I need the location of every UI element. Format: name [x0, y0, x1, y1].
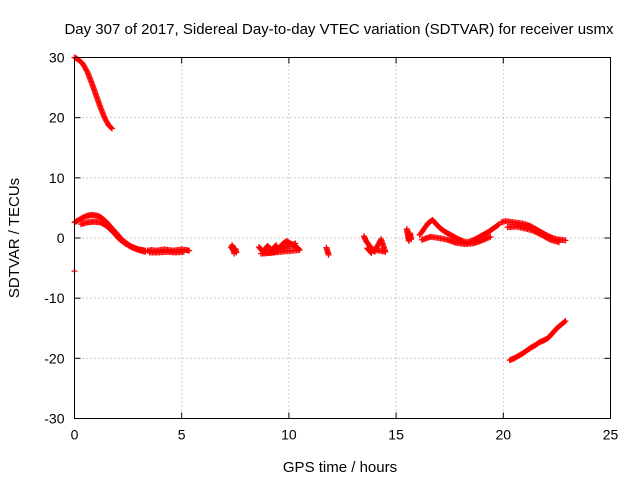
y-axis-label: SDTVAR / TECUs [6, 178, 23, 298]
data-point [562, 318, 569, 325]
data-point [180, 248, 187, 255]
x-axis-label: GPS time / hours [283, 459, 397, 476]
x-tick-label: 20 [496, 427, 512, 443]
plot-frame [74, 57, 611, 419]
data-point [325, 251, 332, 258]
data-point [408, 236, 415, 243]
data-point [109, 125, 116, 132]
data-point [561, 318, 568, 325]
x-tick-label: 15 [388, 427, 404, 443]
x-tick-label: 0 [71, 427, 79, 443]
data-point [292, 240, 299, 247]
y-tick-label: -10 [44, 290, 64, 306]
data-point [546, 236, 553, 243]
x-tick-label: 25 [603, 427, 619, 443]
data-point [494, 222, 501, 229]
data-point [276, 246, 283, 253]
data-point [556, 239, 563, 246]
data-point [186, 247, 193, 254]
data-point [562, 237, 569, 244]
y-tick-label: 20 [49, 110, 65, 126]
y-tick-label: -30 [44, 411, 64, 427]
y-tick-label: 0 [57, 230, 65, 246]
data-point [83, 67, 90, 74]
data-point [231, 250, 238, 257]
data-marks [71, 54, 569, 364]
y-tick-label: 30 [49, 50, 65, 66]
x-tick-label: 10 [281, 427, 297, 443]
data-point [487, 233, 494, 240]
data-point [368, 250, 375, 257]
data-point [107, 124, 114, 131]
y-tick-label: -20 [44, 350, 64, 366]
chart-title: Day 307 of 2017, Sidereal Day-to-day VTE… [64, 21, 614, 38]
data-point [367, 249, 374, 256]
grid [74, 57, 611, 419]
x-tick-label: 5 [178, 427, 186, 443]
y-tick-label: 10 [49, 170, 65, 186]
